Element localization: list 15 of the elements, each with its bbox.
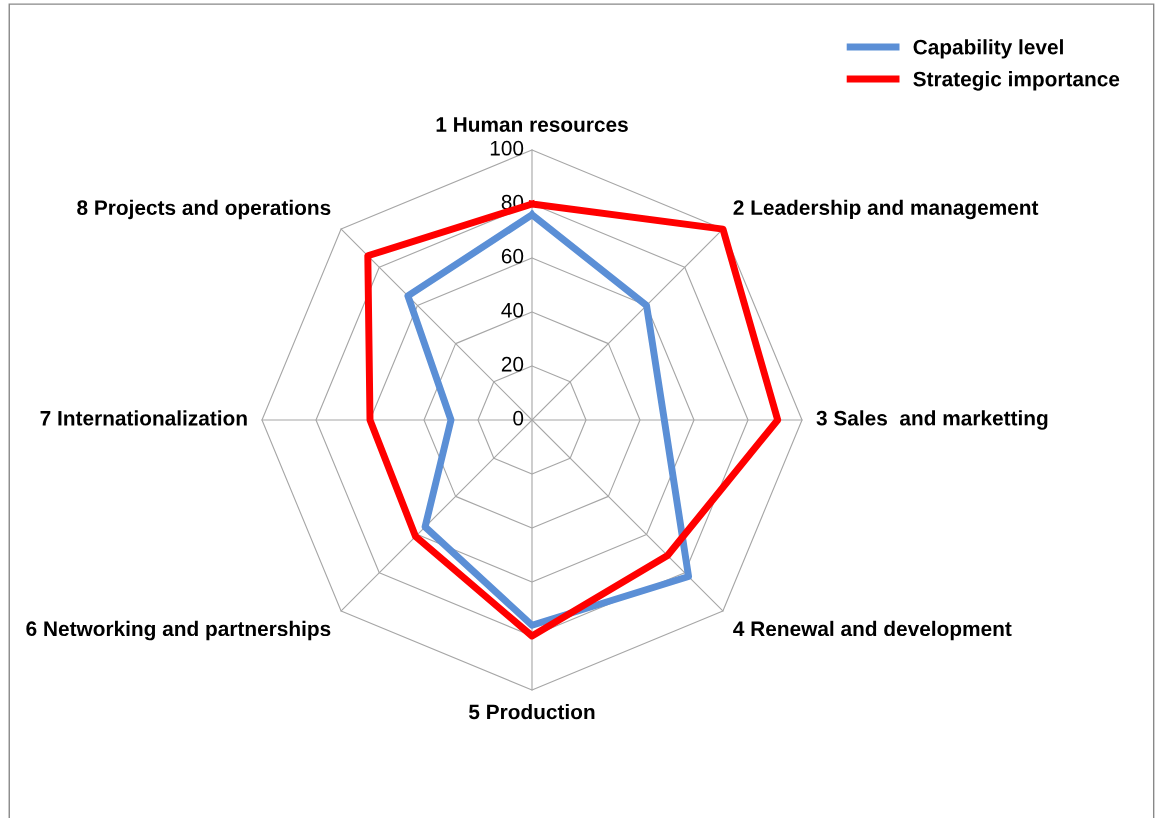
y-tick-label: 100 [490,140,524,156]
spoke-label: 2 Leadership and management [733,199,1039,220]
spoke-label: 1 Human resources [436,117,628,132]
spoke-label: 8 Projects and operations [77,199,331,220]
spoke-label: 7 Internationalization [40,410,247,426]
y-tick-label: 20 [501,356,524,372]
legend-label: Capability level [913,39,1063,59]
y-tick-label: 0 [513,410,524,426]
spoke-label: 3 Sales and marketting [816,410,1048,430]
spoke-label: 4 Renewal and development [733,620,1012,641]
legend-label: Strategic importance [913,71,1120,91]
y-tick-label: 40 [501,302,524,318]
y-tick-label: 60 [501,248,524,264]
spoke-label: 6 Networking and partnerships [26,620,331,641]
spoke-label: 5 Production [468,704,595,720]
